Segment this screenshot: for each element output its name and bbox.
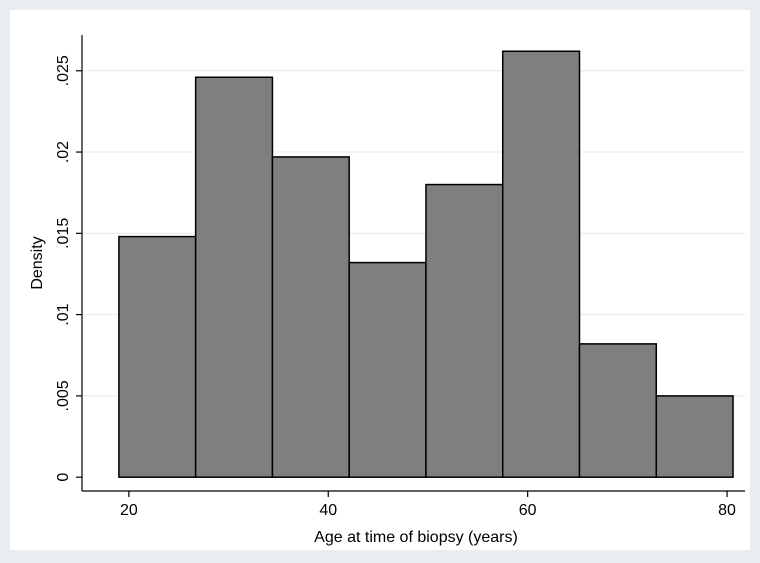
x-tick-label-1: 40 [319,502,337,519]
y-tick-label-4: .02 [55,141,72,163]
x-axis-title: Age at time of biopsy (years) [314,529,518,546]
histogram-bar-4 [425,183,504,478]
y-axis-title: Density [29,236,46,289]
axis-ticks: 0 .005 .01 .015 .02 .025 20 40 60 80 [55,55,736,519]
axes [81,35,745,492]
y-tick-label-2: .01 [55,303,72,325]
histogram-bar-6 [578,343,658,478]
histogram-bar-0 [118,235,197,478]
y-tick-label-1: .005 [55,380,72,411]
x-tick-label-3: 80 [718,502,736,519]
y-tick-label-0: 0 [55,473,72,482]
x-tick-label-0: 20 [120,502,138,519]
histogram-bar-7 [655,395,734,478]
y-tick-label-5: .025 [55,55,72,86]
histogram-bar-1 [194,76,274,478]
x-tick-label-2: 60 [519,502,537,519]
histogram-bar-2 [271,156,350,478]
histogram-bar-3 [348,261,427,478]
y-tick-label-3: .015 [55,218,72,249]
histogram-bars [118,50,734,478]
histogram-bar-5 [501,50,581,478]
